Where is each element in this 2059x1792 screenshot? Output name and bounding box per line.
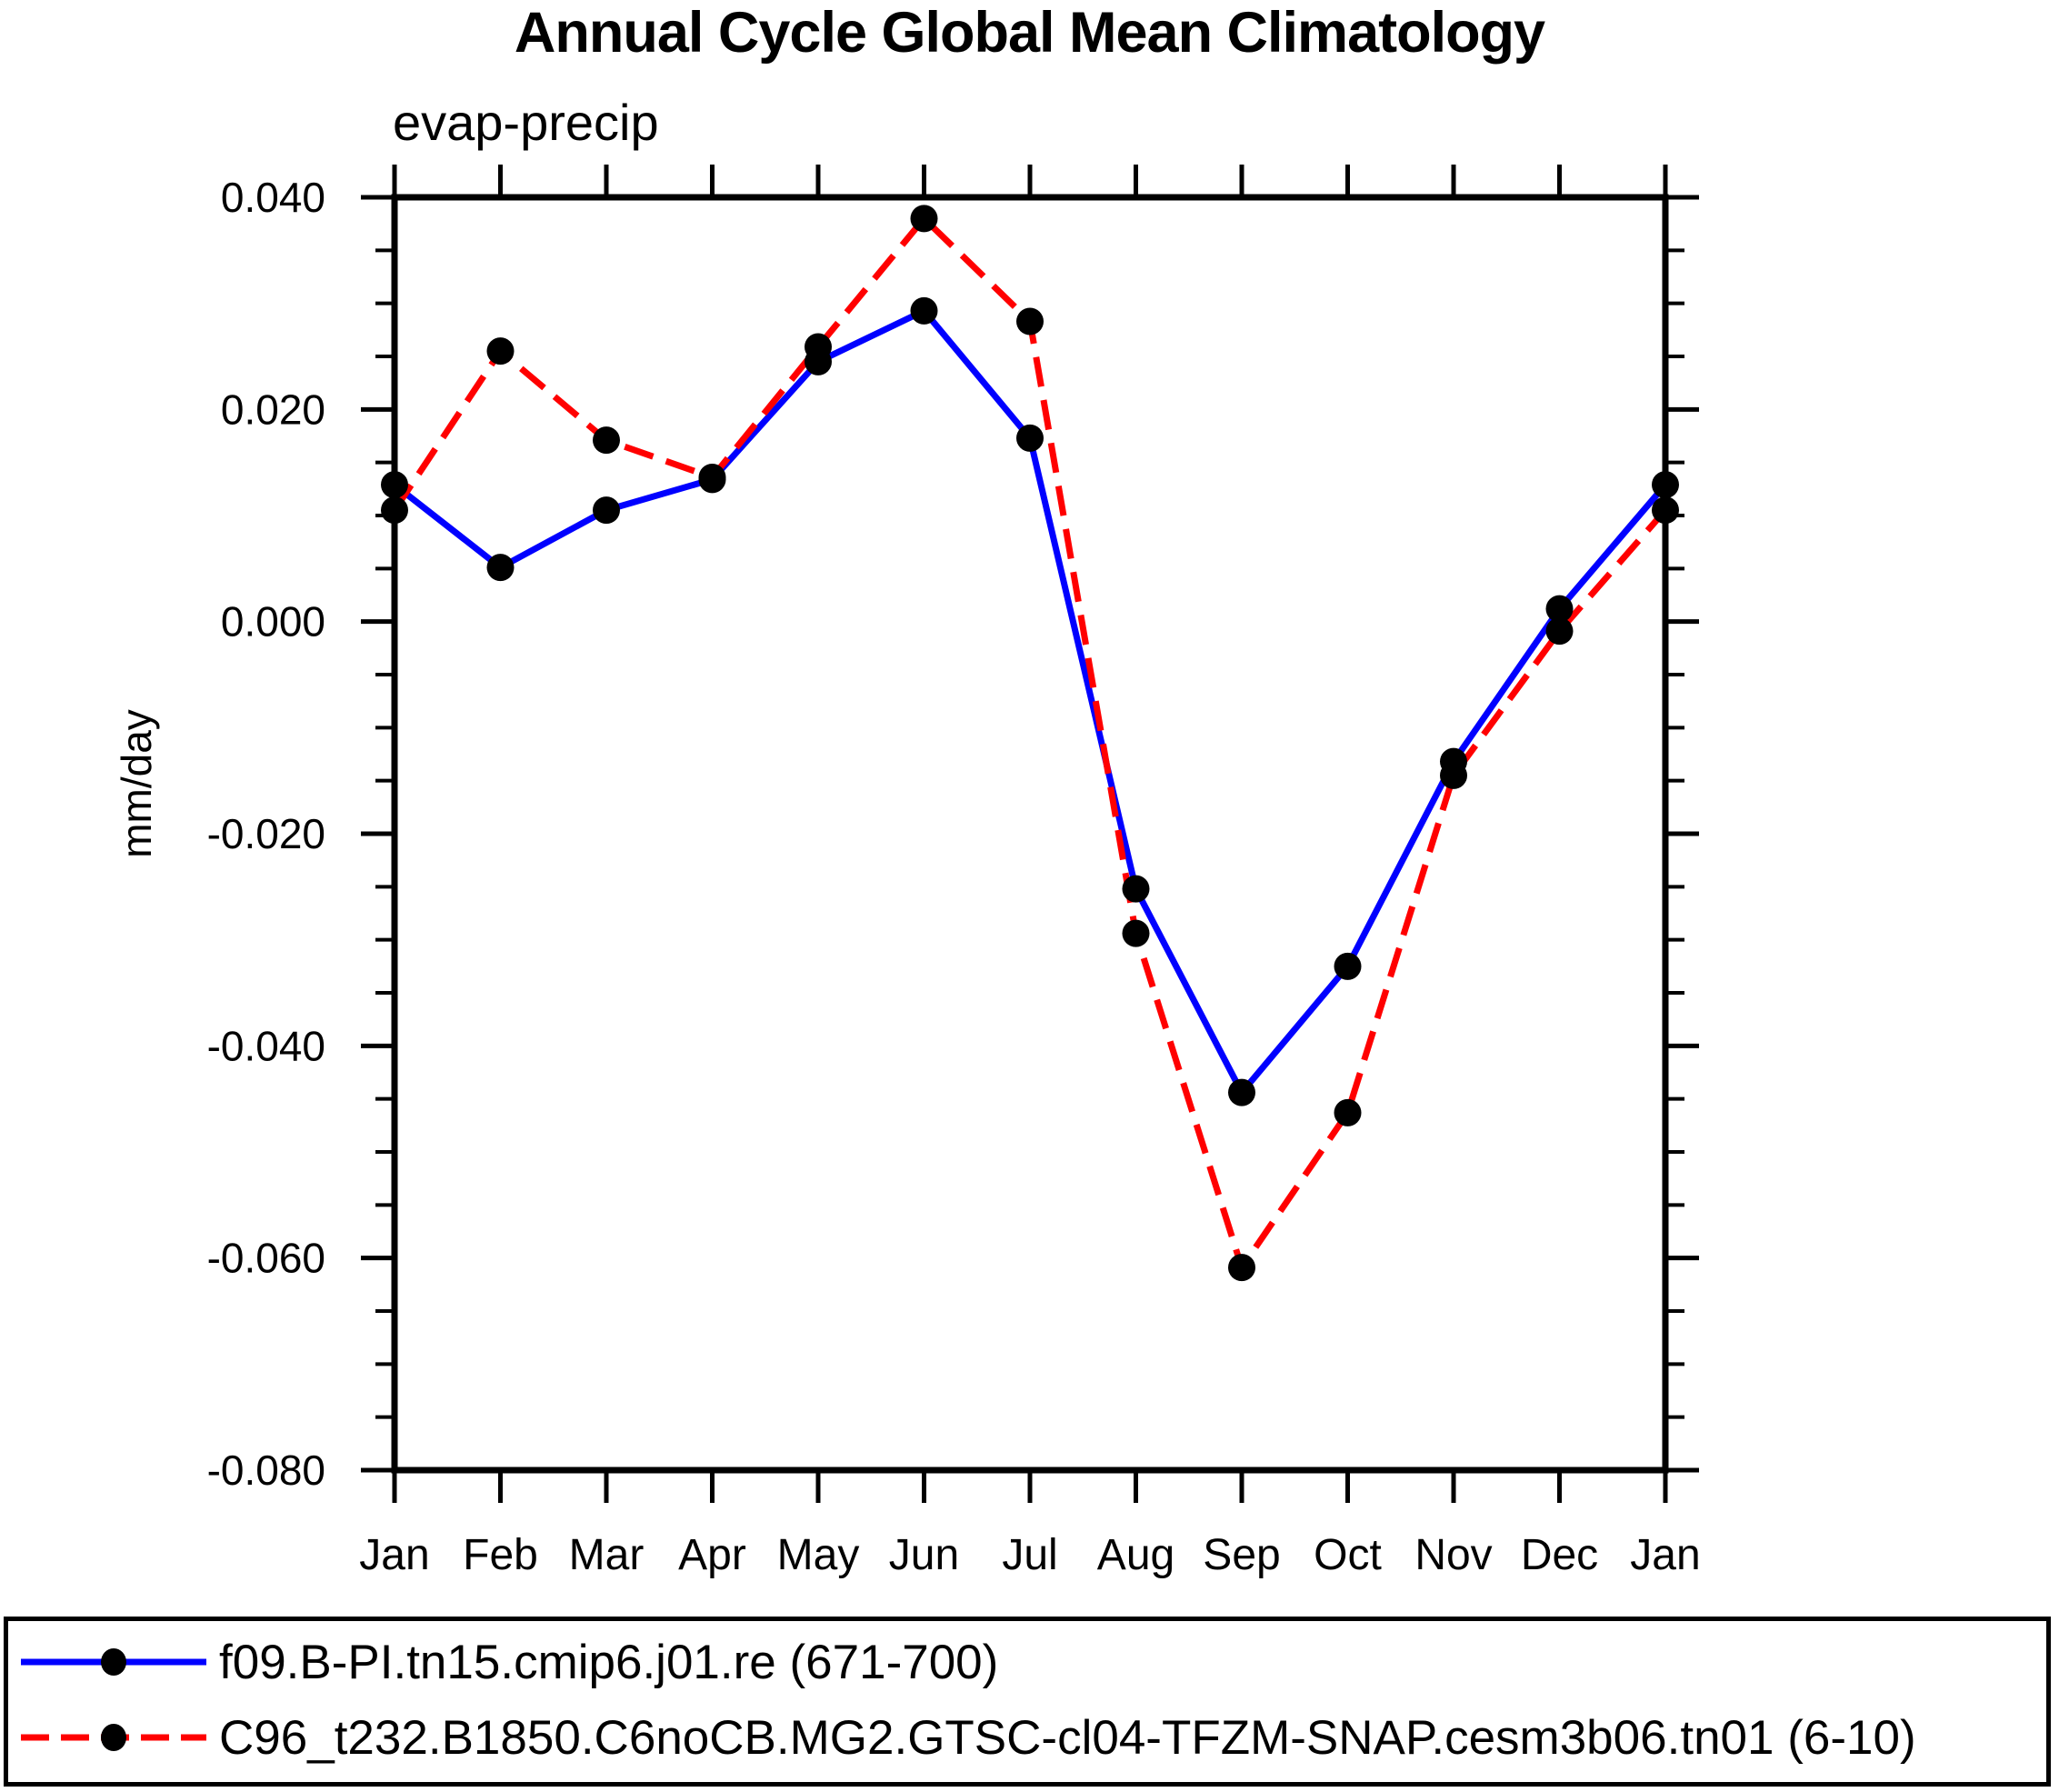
data-point-marker	[1652, 496, 1679, 525]
y-tick-label: 0.000	[221, 598, 325, 646]
data-point-marker	[1440, 761, 1467, 789]
data-point-marker	[486, 337, 515, 365]
data-point-marker	[1122, 875, 1150, 903]
legend-item-red: C96_t232.B1850.C6noCB.MG2.GTSC-cl04-TFZM…	[17, 1710, 1916, 1765]
x-tick-label: Nov	[1414, 1531, 1492, 1579]
data-point-marker	[1334, 1098, 1362, 1126]
data-point-marker	[381, 471, 408, 499]
data-point-marker	[1122, 919, 1150, 947]
legend-line-sample-red-dashed	[21, 1724, 206, 1751]
x-tick-label: Sep	[1203, 1531, 1280, 1579]
y-tick-label: -0.060	[207, 1235, 325, 1282]
legend-label-red: C96_t232.B1850.C6noCB.MG2.GTSC-cl04-TFZM…	[219, 1710, 1916, 1765]
x-tick-label: Dec	[1521, 1531, 1598, 1579]
plot-frame	[391, 194, 1669, 1474]
data-point-marker	[1228, 1254, 1255, 1282]
y-tick-label: 0.040	[221, 174, 325, 221]
x-tick-label: Jan	[359, 1531, 429, 1579]
y-tick-label: 0.020	[221, 385, 325, 433]
legend-sample-marker	[101, 1648, 126, 1676]
y-tick-label: -0.020	[207, 810, 325, 857]
x-tick-label: May	[777, 1531, 860, 1579]
series-line-dashed	[392, 214, 1668, 1276]
chart-subtitle: evap-precip	[393, 94, 659, 151]
data-point-marker	[593, 426, 620, 455]
data-point-marker	[593, 496, 620, 525]
data-point-marker	[486, 554, 515, 582]
data-point-marker	[910, 205, 938, 233]
data-point-marker	[381, 496, 408, 525]
y-tick-label: -0.080	[207, 1447, 325, 1494]
legend-item-blue: f09.B-PI.tn15.cmip6.j01.re (671-700)	[17, 1635, 999, 1689]
x-tick-label: Jun	[889, 1531, 959, 1579]
legend-label-blue: f09.B-PI.tn15.cmip6.j01.re (671-700)	[219, 1635, 999, 1689]
x-tick-label: Oct	[1314, 1531, 1382, 1579]
data-point-marker	[1016, 307, 1044, 335]
legend-box: f09.B-PI.tn15.cmip6.j01.re (671-700) C96…	[4, 1617, 2051, 1787]
legend-sample-marker	[101, 1724, 126, 1751]
data-point-marker	[1334, 952, 1362, 980]
data-point-marker	[910, 296, 938, 325]
data-point-marker	[1016, 424, 1044, 452]
x-tick-label: Jul	[1002, 1531, 1057, 1579]
x-tick-label: Aug	[1097, 1531, 1174, 1579]
x-tick-label: Mar	[569, 1531, 645, 1579]
data-point-marker	[1228, 1078, 1255, 1106]
x-tick-label: Apr	[678, 1531, 746, 1579]
legend-line-sample-blue-solid	[21, 1648, 206, 1676]
chart-title: Annual Cycle Global Mean Climatology	[514, 1, 1545, 65]
y-tick-label: -0.040	[207, 1022, 325, 1069]
data-point-marker	[1652, 471, 1679, 499]
x-tick-label: Jan	[1630, 1531, 1700, 1579]
data-point-marker	[698, 464, 726, 491]
data-point-marker	[1545, 595, 1574, 623]
data-point-marker	[805, 333, 832, 361]
x-tick-label: Feb	[463, 1531, 538, 1579]
data-point-marker	[1545, 617, 1574, 646]
